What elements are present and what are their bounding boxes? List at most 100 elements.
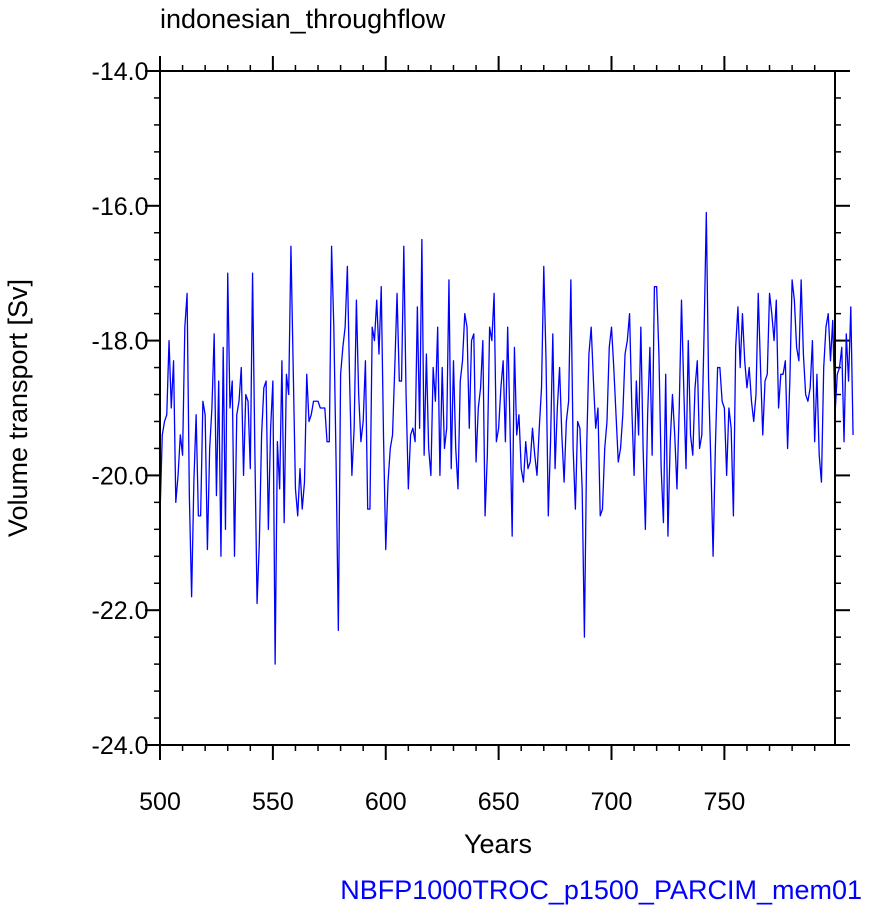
data-point [602, 509, 603, 510]
data-point [381, 286, 382, 287]
x-axis-label: Years [464, 829, 532, 859]
data-point [767, 374, 768, 375]
data-point [792, 279, 793, 280]
data-point [399, 380, 400, 381]
data-point [279, 488, 280, 489]
data-point [588, 353, 589, 354]
data-point [688, 340, 689, 341]
data-point [726, 475, 727, 476]
data-point [360, 441, 361, 442]
data-point [387, 482, 388, 483]
data-point [573, 448, 574, 449]
data-point [256, 603, 257, 604]
data-point [236, 414, 237, 415]
data-point [550, 441, 551, 442]
data-point [182, 455, 183, 456]
data-point [667, 535, 668, 536]
data-point [613, 367, 614, 368]
data-point [807, 401, 808, 402]
data-point [369, 509, 370, 510]
x-tick-label: 550 [252, 788, 294, 816]
data-point [810, 387, 811, 388]
data-point [778, 407, 779, 408]
data-point [232, 380, 233, 381]
data-point [324, 407, 325, 408]
data-point [683, 387, 684, 388]
data-point [584, 637, 585, 638]
data-point [631, 407, 632, 408]
data-point [304, 482, 305, 483]
data-point [487, 455, 488, 456]
data-point [794, 300, 795, 301]
data-point [464, 313, 465, 314]
data-point [801, 279, 802, 280]
data-point [367, 509, 368, 510]
data-point [220, 556, 221, 557]
data-point [749, 367, 750, 368]
data-point [496, 441, 497, 442]
y-tick-label: -18.0 [92, 328, 149, 356]
data-point [789, 380, 790, 381]
data-point [516, 434, 517, 435]
dataset-label: NBFP1000TROC_p1500_PARCIM_mem01 [340, 875, 862, 905]
data-point [356, 300, 357, 301]
data-point [184, 327, 185, 328]
data-point [475, 461, 476, 462]
data-point [724, 407, 725, 408]
data-point [819, 455, 820, 456]
data-point [699, 448, 700, 449]
data-point [166, 414, 167, 415]
data-point [424, 455, 425, 456]
data-point [484, 515, 485, 516]
data-point [207, 549, 208, 550]
data-point [259, 542, 260, 543]
data-point [317, 401, 318, 402]
data-point [543, 266, 544, 267]
data-point [392, 434, 393, 435]
data-point [663, 522, 664, 523]
data-point [812, 340, 813, 341]
data-point [211, 407, 212, 408]
data-point [405, 394, 406, 395]
data-point [701, 434, 702, 435]
data-point [670, 441, 671, 442]
data-point [372, 327, 373, 328]
data-point [679, 407, 680, 408]
data-point [205, 414, 206, 415]
data-point [243, 475, 244, 476]
x-tick-label: 700 [591, 788, 633, 816]
data-point [347, 266, 348, 267]
y-tick-label: -20.0 [92, 462, 149, 490]
data-point [293, 367, 294, 368]
data-point [708, 380, 709, 381]
data-point [568, 401, 569, 402]
data-point [460, 380, 461, 381]
data-point [629, 313, 630, 314]
data-point [252, 273, 253, 274]
data-point [665, 374, 666, 375]
data-point [539, 428, 540, 429]
data-point [710, 461, 711, 462]
x-tick-label: 500 [139, 788, 181, 816]
data-point [846, 333, 847, 334]
data-point [333, 327, 334, 328]
data-point [638, 434, 639, 435]
data-point [816, 374, 817, 375]
data-point [742, 313, 743, 314]
data-point [503, 360, 504, 361]
data-point [509, 421, 510, 422]
data-point [394, 367, 395, 368]
data-point [419, 428, 420, 429]
data-point [302, 509, 303, 510]
data-point [848, 380, 849, 381]
data-point [227, 273, 228, 274]
data-point [647, 414, 648, 415]
data-point [554, 468, 555, 469]
data-point [428, 448, 429, 449]
data-point [200, 515, 201, 516]
data-point [216, 495, 217, 496]
data-point [692, 455, 693, 456]
data-point [342, 347, 343, 348]
data-point [268, 529, 269, 530]
data-point [654, 286, 655, 287]
